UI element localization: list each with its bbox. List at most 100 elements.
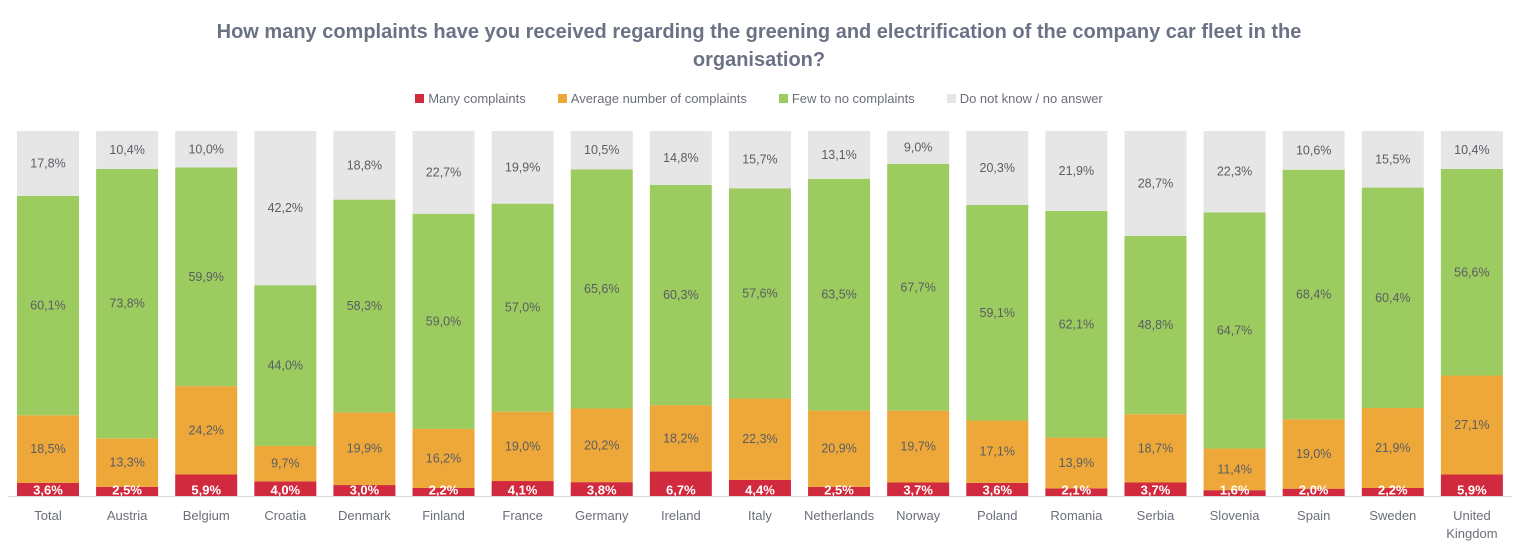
data-label-few-to-no-complaints-romania: 62,1% xyxy=(1059,317,1094,331)
x-tick-label-finland: Finland xyxy=(422,508,465,523)
bar-segment-average-number-of-complaints-slovenia xyxy=(1203,448,1266,491)
legend-item-many-complaints[interactable]: Many complaints xyxy=(415,91,526,106)
data-label-average-number-of-complaints-sweden: 21,9% xyxy=(1375,441,1410,455)
data-label-many-complaints-belgium: 5,9% xyxy=(191,483,221,498)
data-label-do-not-know-no-answer-germany: 10,5% xyxy=(584,143,619,157)
data-label-many-complaints-serbia: 3,7% xyxy=(1141,483,1171,498)
x-tick-label-total: Total xyxy=(34,508,62,523)
x-tick-label-france: France xyxy=(502,508,542,523)
bar-segment-do-not-know-no-answer-total xyxy=(17,131,79,196)
bar-segment-few-to-no-complaints-total xyxy=(17,195,79,416)
data-label-average-number-of-complaints-croatia: 9,7% xyxy=(271,457,300,471)
bar-segment-average-number-of-complaints-finland xyxy=(412,428,475,488)
x-tick-label-romania: Romania xyxy=(1050,508,1103,523)
bar-segment-average-number-of-complaints-sweden xyxy=(1361,408,1424,488)
data-label-many-complaints-sweden: 2,2% xyxy=(1378,483,1408,498)
data-label-few-to-no-complaints-total: 60,1% xyxy=(30,299,65,313)
data-label-many-complaints-italy: 4,4% xyxy=(745,483,775,498)
data-label-few-to-no-complaints-norway: 67,7% xyxy=(900,280,935,294)
data-label-do-not-know-no-answer-netherlands: 13,1% xyxy=(821,148,856,162)
bar-segment-many-complaints-slovenia xyxy=(1203,490,1266,496)
data-label-do-not-know-no-answer-slovenia: 22,3% xyxy=(1217,165,1252,179)
bar-segment-average-number-of-complaints-romania xyxy=(1045,437,1108,489)
bar-segment-many-complaints-denmark xyxy=(333,485,396,496)
bar-segment-do-not-know-no-answer-croatia xyxy=(254,131,317,286)
data-label-do-not-know-no-answer-denmark: 18,8% xyxy=(347,158,382,172)
bar-segment-do-not-know-no-answer-italy xyxy=(728,131,791,189)
bar-segment-many-complaints-ireland xyxy=(649,471,712,496)
x-tick-label-italy: Italy xyxy=(748,508,772,523)
data-label-average-number-of-complaints-netherlands: 20,9% xyxy=(821,442,856,456)
data-label-few-to-no-complaints-sweden: 60,4% xyxy=(1375,291,1410,305)
bar-segment-do-not-know-no-answer-romania xyxy=(1045,131,1108,211)
data-label-few-to-no-complaints-united-kingdom: 56,6% xyxy=(1454,265,1489,279)
data-label-do-not-know-no-answer-italy: 15,7% xyxy=(742,153,777,167)
data-label-many-complaints-austria: 2,5% xyxy=(112,483,142,498)
data-label-average-number-of-complaints-austria: 13,3% xyxy=(109,456,144,470)
data-label-many-complaints-total: 3,6% xyxy=(33,483,63,498)
x-tick-label-poland: Poland xyxy=(977,508,1017,523)
bar-segment-few-to-no-complaints-germany xyxy=(570,169,633,409)
data-label-few-to-no-complaints-ireland: 60,3% xyxy=(663,288,698,302)
bar-segment-many-complaints-austria xyxy=(96,486,159,497)
data-label-do-not-know-no-answer-romania: 21,9% xyxy=(1059,164,1094,178)
data-label-do-not-know-no-answer-austria: 10,4% xyxy=(109,143,144,157)
data-label-average-number-of-complaints-finland: 16,2% xyxy=(426,451,461,465)
data-label-many-complaints-france: 4,1% xyxy=(508,483,538,498)
bar-segment-average-number-of-complaints-denmark xyxy=(333,412,396,486)
bar-segment-many-complaints-united-kingdom xyxy=(1440,474,1503,496)
bar-segment-few-to-no-complaints-belgium xyxy=(175,167,238,387)
data-label-average-number-of-complaints-total: 18,5% xyxy=(30,442,65,456)
legend-item-few-complaints[interactable]: Few to no complaints xyxy=(778,91,915,106)
x-tick-label-belgium: Belgium xyxy=(183,508,230,523)
bar-segment-average-number-of-complaints-netherlands xyxy=(808,410,871,487)
bar-segment-few-to-no-complaints-sweden xyxy=(1361,187,1424,409)
legend-item-average-complaints[interactable]: Average number of complaints xyxy=(557,91,747,106)
bar-segment-many-complaints-sweden xyxy=(1361,487,1424,496)
data-label-few-to-no-complaints-belgium: 59,9% xyxy=(188,270,223,284)
data-label-few-to-no-complaints-finland: 59,0% xyxy=(426,314,461,328)
bar-segment-do-not-know-no-answer-netherlands xyxy=(808,131,871,179)
chart-title-line-2: organisation? xyxy=(692,49,826,71)
legend-item-do-not-know[interactable]: Do not know / no answer xyxy=(946,91,1103,106)
data-label-many-complaints-romania: 2,1% xyxy=(1062,483,1092,498)
bar-segment-few-to-no-complaints-united-kingdom xyxy=(1440,168,1503,376)
data-label-do-not-know-no-answer-united-kingdom: 10,4% xyxy=(1454,143,1489,157)
bar-segment-do-not-know-no-answer-ireland xyxy=(649,131,712,186)
data-label-average-number-of-complaints-romania: 13,9% xyxy=(1059,456,1094,470)
data-label-many-complaints-poland: 3,6% xyxy=(982,483,1012,498)
legend-label: Do not know / no answer xyxy=(959,91,1103,106)
bar-segment-average-number-of-complaints-croatia xyxy=(254,445,317,482)
bar-segment-many-complaints-belgium xyxy=(175,474,238,496)
data-label-few-to-no-complaints-france: 57,0% xyxy=(505,301,540,315)
bar-segment-many-complaints-italy xyxy=(728,479,791,496)
data-label-few-to-no-complaints-spain: 68,4% xyxy=(1296,288,1331,302)
bar-segment-many-complaints-france xyxy=(491,481,554,496)
bar-segment-few-to-no-complaints-france xyxy=(491,203,554,412)
data-label-many-complaints-denmark: 3,0% xyxy=(350,483,380,498)
data-label-many-complaints-finland: 2,2% xyxy=(429,483,459,498)
data-label-few-to-no-complaints-italy: 57,6% xyxy=(742,286,777,300)
legend-swatch-do-not-know xyxy=(946,94,956,103)
bar-segment-do-not-know-no-answer-serbia xyxy=(1124,131,1187,236)
data-label-do-not-know-no-answer-norway: 9,0% xyxy=(904,140,933,154)
data-label-do-not-know-no-answer-serbia: 28,7% xyxy=(1138,176,1173,190)
bar-segment-few-to-no-complaints-croatia xyxy=(254,285,317,446)
legend-label: Average number of complaints xyxy=(570,91,747,106)
data-label-do-not-know-no-answer-belgium: 10,0% xyxy=(188,142,223,156)
bar-segment-average-number-of-complaints-spain xyxy=(1282,419,1345,489)
bar-segment-many-complaints-spain xyxy=(1282,488,1345,496)
legend-label: Many complaints xyxy=(428,91,526,106)
bar-segment-do-not-know-no-answer-united-kingdom xyxy=(1440,131,1503,169)
data-label-many-complaints-netherlands: 2,5% xyxy=(824,483,854,498)
data-label-few-to-no-complaints-austria: 73,8% xyxy=(109,297,144,311)
data-label-many-complaints-ireland: 6,7% xyxy=(666,483,696,498)
bar-segment-average-number-of-complaints-united-kingdom xyxy=(1440,375,1503,475)
data-label-average-number-of-complaints-poland: 17,1% xyxy=(980,445,1015,459)
data-label-many-complaints-norway: 3,7% xyxy=(903,483,933,498)
data-label-average-number-of-complaints-denmark: 19,9% xyxy=(347,442,382,456)
bar-segment-many-complaints-croatia xyxy=(254,481,317,496)
legend: Many complaints Average number of compla… xyxy=(0,91,1518,106)
data-label-average-number-of-complaints-italy: 22,3% xyxy=(742,432,777,446)
